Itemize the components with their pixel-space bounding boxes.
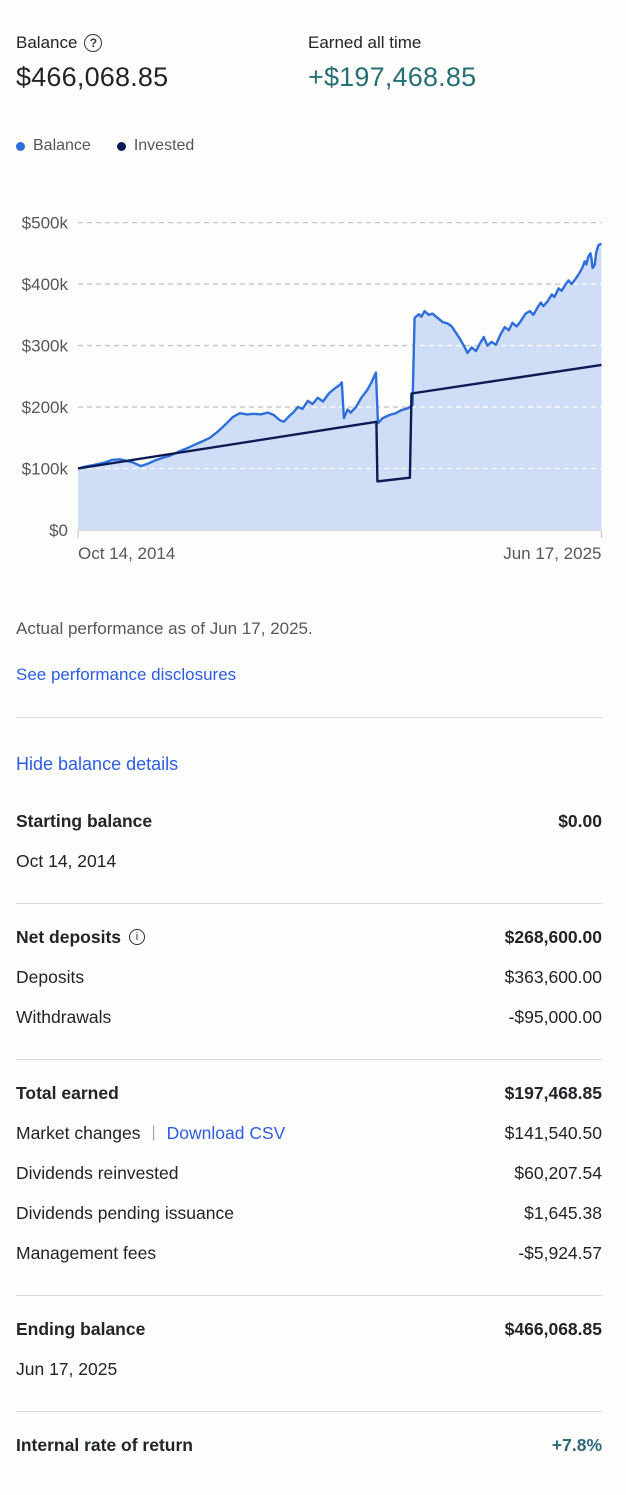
deposits-label: Deposits xyxy=(16,966,85,987)
chart-legend: Balance Invested xyxy=(16,137,602,155)
y-axis-tick-label: $100k xyxy=(22,460,69,479)
performance-disclosures-link[interactable]: See performance disclosures xyxy=(16,665,237,684)
ending-balance-label: Ending balance xyxy=(16,1318,146,1339)
market-changes-value: $141,540.50 xyxy=(504,1122,602,1143)
detail-section: Internal rate of return +7.8% xyxy=(16,1411,602,1465)
detail-section: Total earned $197,468.85 Market changes | Do… xyxy=(16,1059,602,1273)
dividends-reinvested-value: $60,207.54 xyxy=(514,1162,602,1183)
legend-item-balance: Balance xyxy=(16,137,91,155)
balance-area-chart[interactable]: $0 $100k $200k $300k $400k $500k Oct 14, 2014 J… xyxy=(0,189,626,571)
x-axis-tick-label: Jun 17, 2025 xyxy=(503,544,601,563)
withdrawals-value: -$95,000.00 xyxy=(508,1006,602,1027)
divider xyxy=(16,717,602,718)
balance-summary: Balance ? $466,068.85 xyxy=(16,33,308,93)
earned-all-time-label: Earned all time xyxy=(308,33,422,52)
jun-17-2025-label: Jun 17, 2025 xyxy=(16,1358,118,1379)
detail-row-jun-17-2025: Jun 17, 2025 xyxy=(16,1349,602,1389)
legend-balance-label: Balance xyxy=(33,137,91,154)
invested-dot-icon xyxy=(116,141,126,151)
performance-as-of-note: Actual performance as of Jun 17, 2025. xyxy=(16,619,313,638)
summary-header: Balance ? $466,068.85 Earned all time +$… xyxy=(16,33,602,93)
earned-summary: Earned all time +$197,468.85 xyxy=(308,33,600,93)
oct-14-2014-label: Oct 14, 2014 xyxy=(16,850,117,871)
detail-row-management-fees: Management fees -$5,924.57 xyxy=(16,1233,602,1273)
balance-details-list: Starting balance $0.00 Oct 14, 2014 Net dep… xyxy=(16,801,602,1465)
y-axis-tick-label: $500k xyxy=(22,214,69,233)
internal-rate-of-return-label: Internal rate of return xyxy=(16,1434,193,1455)
detail-row-dividends-pending-issuance: Dividends pending issuance $1,645.38 xyxy=(16,1193,602,1233)
y-axis-tick-label: $0 xyxy=(49,521,68,540)
detail-row-withdrawals: Withdrawals -$95,000.00 xyxy=(16,997,602,1037)
total-earned-value: $197,468.85 xyxy=(504,1082,602,1103)
management-fees-label: Management fees xyxy=(16,1242,157,1263)
detail-section: Ending balance $466,068.85 Jun 17, 2025 xyxy=(16,1295,602,1389)
earned-amount: +$197,468.85 xyxy=(308,62,477,92)
separator: | xyxy=(151,1124,156,1141)
detail-row-ending-balance: Ending balance $466,068.85 xyxy=(16,1309,602,1349)
detail-row-oct-14-2014: Oct 14, 2014 xyxy=(16,841,602,881)
balance-amount: $466,068.85 xyxy=(16,62,169,92)
balance-label: Balance xyxy=(16,33,78,52)
market-changes-label: Market changes xyxy=(16,1122,141,1143)
internal-rate-of-return-value: +7.8% xyxy=(551,1434,602,1455)
legend-item-invested: Invested xyxy=(116,137,195,155)
question-help-icon[interactable]: ? xyxy=(84,34,103,52)
y-axis-tick-label: $400k xyxy=(22,275,69,294)
detail-row-starting-balance: Starting balance $0.00 xyxy=(16,801,602,841)
detail-section: Starting balance $0.00 Oct 14, 2014 xyxy=(16,801,602,881)
management-fees-value: -$5,924.57 xyxy=(518,1242,602,1263)
deposits-value: $363,600.00 xyxy=(504,966,602,987)
detail-section: Net deposits i $268,600.00 Deposits $363,600… xyxy=(16,903,602,1037)
withdrawals-label: Withdrawals xyxy=(16,1006,112,1027)
ending-balance-value: $466,068.85 xyxy=(504,1318,602,1339)
info-icon[interactable]: i xyxy=(129,929,146,945)
hide-balance-details-link[interactable]: Hide balance details xyxy=(16,754,179,774)
y-axis-tick-label: $300k xyxy=(22,337,69,356)
detail-row-deposits: Deposits $363,600.00 xyxy=(16,957,602,997)
dividends-reinvested-label: Dividends reinvested xyxy=(16,1162,179,1183)
detail-row-market-changes: Market changes | Download CSV $141,540.50 xyxy=(16,1113,602,1153)
net-deposits-value: $268,600.00 xyxy=(504,926,602,947)
detail-row-total-earned: Total earned $197,468.85 xyxy=(16,1073,602,1113)
detail-row-internal-rate-of-return: Internal rate of return +7.8% xyxy=(16,1425,602,1465)
download-csv-link[interactable]: Download CSV xyxy=(166,1122,286,1143)
y-axis-tick-label: $200k xyxy=(22,398,69,417)
detail-row-net-deposits: Net deposits i $268,600.00 xyxy=(16,917,602,957)
detail-row-dividends-reinvested: Dividends reinvested $60,207.54 xyxy=(16,1153,602,1193)
starting-balance-label: Starting balance xyxy=(16,810,153,831)
dividends-pending-issuance-label: Dividends pending issuance xyxy=(16,1202,234,1223)
x-axis-tick-label: Oct 14, 2014 xyxy=(78,544,175,563)
starting-balance-value: $0.00 xyxy=(558,810,602,831)
legend-invested-label: Invested xyxy=(133,137,195,154)
balance-dot-icon xyxy=(16,141,25,151)
net-deposits-label: Net deposits xyxy=(16,926,122,947)
dividends-pending-issuance-value: $1,645.38 xyxy=(524,1202,602,1223)
total-earned-label: Total earned xyxy=(16,1082,119,1103)
